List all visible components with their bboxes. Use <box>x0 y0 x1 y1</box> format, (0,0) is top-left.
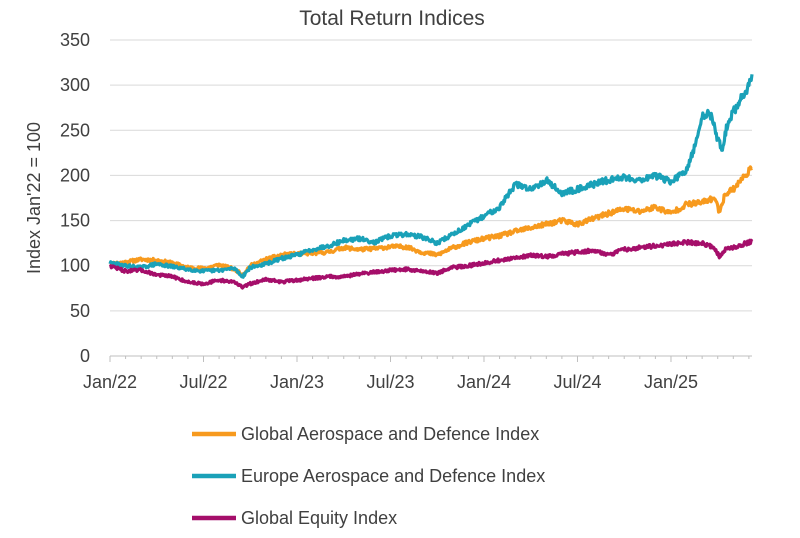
x-tick-label: Jan/25 <box>644 372 698 392</box>
x-axis: Jan/22 Jul/22 Jan/23 Jul/23 Jan/24 Jul/24 Jan/… <box>83 355 752 392</box>
y-tick-label: 0 <box>80 346 90 366</box>
x-tick-label: Jan/23 <box>270 372 324 392</box>
y-tick-label: 150 <box>60 211 90 231</box>
y-tick-label: 100 <box>60 256 90 276</box>
legend-label-1: Europe Aerospace and Defence Index <box>241 466 545 486</box>
y-tick-label: 200 <box>60 165 90 185</box>
y-axis-label: Index Jan'22 = 100 <box>24 122 44 274</box>
y-axis-ticks: 0 50 100 150 200 250 300 350 <box>60 30 90 366</box>
y-tick-label: 350 <box>60 30 90 50</box>
legend: Global Aerospace and Defence Index Europe… <box>192 424 545 528</box>
y-tick-label: 50 <box>70 301 90 321</box>
legend-label-0: Global Aerospace and Defence Index <box>241 424 539 444</box>
x-tick-label: Jul/22 <box>179 372 227 392</box>
series-line-0 <box>109 165 753 278</box>
x-tick-label: Jan/22 <box>83 372 137 392</box>
series-group <box>108 74 754 290</box>
chart-title: Total Return Indices <box>299 7 485 30</box>
legend-label-2: Global Equity Index <box>241 508 397 528</box>
x-tick-label: Jul/24 <box>553 372 601 392</box>
series-line-2 <box>108 238 754 290</box>
y-tick-label: 250 <box>60 120 90 140</box>
x-tick-label: Jan/24 <box>457 372 511 392</box>
y-tick-label: 300 <box>60 75 90 95</box>
x-tick-label: Jul/23 <box>366 372 414 392</box>
series-line-1 <box>108 74 754 279</box>
